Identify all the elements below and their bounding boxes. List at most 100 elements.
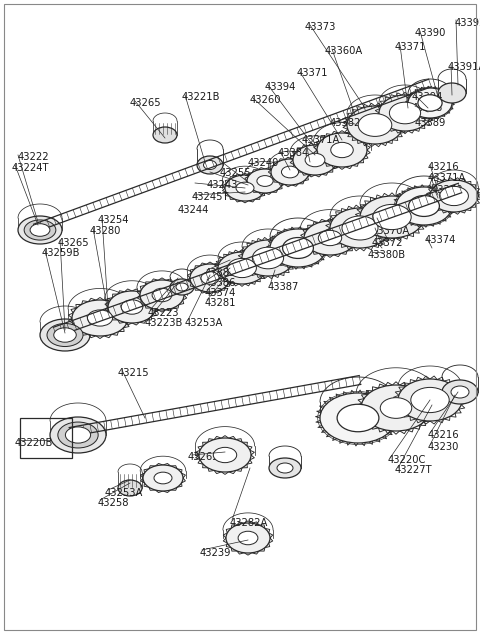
Ellipse shape <box>380 398 412 418</box>
Text: 43385A: 43385A <box>205 268 243 278</box>
Text: 43373: 43373 <box>305 22 336 32</box>
Text: 43239: 43239 <box>200 548 231 558</box>
Ellipse shape <box>373 204 411 230</box>
Ellipse shape <box>140 280 184 310</box>
Ellipse shape <box>440 186 468 205</box>
Text: 43260: 43260 <box>250 95 281 105</box>
Text: 43270: 43270 <box>432 185 464 195</box>
Ellipse shape <box>318 230 342 245</box>
Ellipse shape <box>170 279 194 295</box>
Text: 43223B: 43223B <box>145 318 183 328</box>
Text: 43245T: 43245T <box>192 192 229 202</box>
Ellipse shape <box>358 113 392 136</box>
Ellipse shape <box>442 380 478 404</box>
Ellipse shape <box>408 88 452 118</box>
Ellipse shape <box>213 448 237 463</box>
Ellipse shape <box>18 216 62 244</box>
Text: 43230: 43230 <box>428 442 459 452</box>
Ellipse shape <box>330 208 390 248</box>
Ellipse shape <box>40 319 90 351</box>
Text: 43216: 43216 <box>428 162 460 172</box>
Ellipse shape <box>121 300 143 314</box>
Ellipse shape <box>320 393 396 443</box>
Text: 43390: 43390 <box>415 28 446 38</box>
Ellipse shape <box>257 176 273 186</box>
Text: 43371A: 43371A <box>428 173 467 183</box>
Ellipse shape <box>201 272 219 284</box>
Text: 43254: 43254 <box>98 215 130 225</box>
Text: 43371A: 43371A <box>302 135 340 145</box>
Ellipse shape <box>438 83 466 103</box>
Ellipse shape <box>65 427 91 443</box>
Text: 43282A: 43282A <box>230 518 268 528</box>
Text: 43227T: 43227T <box>395 465 432 475</box>
Ellipse shape <box>218 252 266 284</box>
Text: 43216: 43216 <box>428 430 460 440</box>
Ellipse shape <box>152 288 172 302</box>
Text: 43223: 43223 <box>148 308 180 318</box>
Text: 43222: 43222 <box>18 152 49 162</box>
Text: 43374: 43374 <box>425 235 456 245</box>
Text: 43370A: 43370A <box>372 226 410 236</box>
Ellipse shape <box>304 221 356 255</box>
Ellipse shape <box>270 229 326 267</box>
Text: 43360A: 43360A <box>325 46 363 56</box>
Ellipse shape <box>389 102 420 124</box>
Text: 43259B: 43259B <box>42 248 81 258</box>
Ellipse shape <box>281 166 299 178</box>
Ellipse shape <box>293 145 337 175</box>
Text: 43281: 43281 <box>205 298 237 308</box>
Ellipse shape <box>228 259 256 278</box>
Text: 43215: 43215 <box>118 368 150 378</box>
Ellipse shape <box>317 133 367 167</box>
Ellipse shape <box>204 160 216 169</box>
Text: 43240: 43240 <box>248 158 279 168</box>
Ellipse shape <box>190 264 230 292</box>
Text: 43244: 43244 <box>178 205 209 215</box>
Text: 43382: 43382 <box>330 118 361 128</box>
Ellipse shape <box>238 531 258 545</box>
Ellipse shape <box>396 187 452 225</box>
Text: 43265: 43265 <box>130 98 162 108</box>
Ellipse shape <box>72 300 128 336</box>
Ellipse shape <box>283 238 313 259</box>
Ellipse shape <box>24 220 56 240</box>
Ellipse shape <box>87 310 113 326</box>
Text: 43391A: 43391A <box>448 62 480 72</box>
Text: 43263: 43263 <box>188 452 219 462</box>
Ellipse shape <box>360 196 424 238</box>
Text: 43392: 43392 <box>455 18 480 28</box>
Text: 43371: 43371 <box>395 42 427 52</box>
Ellipse shape <box>342 216 378 240</box>
Text: 43388: 43388 <box>412 103 443 113</box>
Ellipse shape <box>154 472 172 484</box>
Text: 43387: 43387 <box>375 215 407 225</box>
Text: 43265: 43265 <box>58 238 90 248</box>
Ellipse shape <box>347 106 403 144</box>
Ellipse shape <box>337 404 379 432</box>
Ellipse shape <box>305 153 325 167</box>
Ellipse shape <box>361 385 431 431</box>
Text: 43389: 43389 <box>415 118 446 128</box>
Text: 43374: 43374 <box>205 288 236 298</box>
Text: 43372: 43372 <box>372 238 404 248</box>
Ellipse shape <box>379 95 431 131</box>
Text: 43394: 43394 <box>412 92 444 102</box>
Text: 43387: 43387 <box>268 282 300 292</box>
Ellipse shape <box>451 386 469 398</box>
Ellipse shape <box>118 480 142 496</box>
Ellipse shape <box>153 127 177 143</box>
Ellipse shape <box>176 283 188 291</box>
Text: 43224T: 43224T <box>12 163 49 173</box>
Text: 43386: 43386 <box>205 278 236 288</box>
Ellipse shape <box>271 159 309 185</box>
Text: 43371: 43371 <box>297 68 328 78</box>
Ellipse shape <box>58 422 98 448</box>
Text: 43380B: 43380B <box>368 250 406 260</box>
Text: 43220C: 43220C <box>388 455 426 465</box>
Text: 43255: 43255 <box>220 168 252 178</box>
Ellipse shape <box>430 180 478 212</box>
Ellipse shape <box>108 291 156 323</box>
Ellipse shape <box>143 465 183 491</box>
Ellipse shape <box>408 195 439 216</box>
